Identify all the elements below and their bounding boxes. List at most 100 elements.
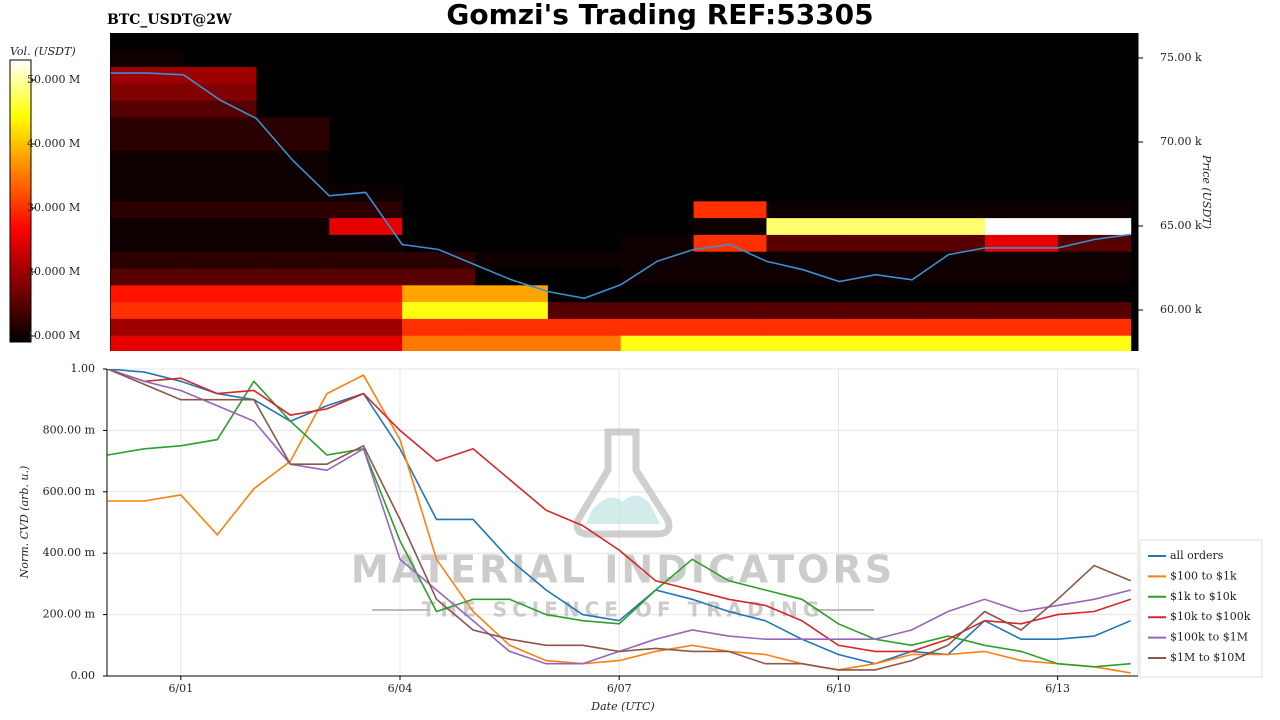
heatmap-cell [475,133,549,151]
heatmap-cell [183,284,257,303]
colorbar [9,59,32,343]
colorbar-label: Vol. (USDT) [10,45,76,58]
heatmap-cell [110,66,185,84]
heatmap-cell [547,100,622,118]
heatmap-cell [475,200,549,219]
heatmap-cell [183,150,257,168]
legend-label: $10k to $100k [1170,610,1251,623]
heatmap-cell [402,251,476,269]
y-tick-label: 400.00 m [43,546,96,559]
heatmap-cell [620,234,695,252]
heatmap-cell [475,217,549,235]
legend-label: $1M to $10M [1170,651,1246,664]
heatmap-cell [1057,167,1132,185]
heatmap-cell [183,83,257,101]
heatmap-cell [912,167,986,185]
heatmap-cell [256,116,330,135]
heatmap-cell [985,116,1059,135]
heatmap-cell [985,49,1059,67]
heatmap-cell [839,284,913,303]
heatmap-cell [985,100,1059,118]
heatmap-cell [183,268,257,286]
heatmap-cell [693,167,767,185]
heatmap-cell [1057,116,1132,135]
heatmap-cell [620,116,695,135]
heatmap-cell [256,268,330,286]
heatmap-cell [839,116,913,135]
heatmap-cell [620,251,695,269]
heatmap-cell [256,167,330,185]
heatmap-cell [985,234,1059,252]
heatmap-cell [402,184,476,202]
heatmap-cell [912,217,986,235]
heatmap-cell [475,116,549,135]
chart-title: BTC_USDT@2W [107,12,232,28]
watermark-brand: MATERIAL INDICATORS [351,548,895,592]
heatmap-cell [912,116,986,135]
heatmap-cell [475,100,549,118]
heatmap-cell [1057,83,1132,101]
heatmap-cell [693,184,767,202]
heatmap-cell [547,83,622,101]
heatmap-cell [766,33,840,51]
heatmap-cell [547,301,622,319]
heatmap-cell [839,167,913,185]
heatmap-cell [256,284,330,303]
heatmap-cell [839,133,913,151]
heatmap-cell [766,83,840,101]
heatmap-cell [693,301,767,319]
heatmap-cell [110,251,185,269]
heatmap-cell [183,133,257,151]
heatmap-cell [985,33,1059,51]
watermark: MATERIAL INDICATORS THE SCIENCE OF TRADI… [351,428,895,622]
y-axis-title: Norm. CVD (arb. u.) [18,466,31,580]
heatmap-cell [329,133,403,151]
heatmap-cell [547,284,622,303]
heatmap-cell [183,301,257,319]
colorbar-tick-label: 20.000 M [27,265,80,278]
heatmap-cell [402,133,476,151]
heatmap-cell [693,133,767,151]
heatmap-cell [985,217,1059,235]
heatmap-cell [110,167,185,185]
heatmap-cell [475,66,549,84]
heatmap-cell [839,318,913,336]
heatmap-cell [402,83,476,101]
heatmap-cell [547,184,622,202]
heatmap-cell [912,301,986,319]
heatmap-cell [766,318,840,336]
heatmap-cell [256,318,330,336]
heatmap-cell [1057,66,1132,84]
heatmap-cell [329,167,403,185]
heatmap-cell [329,200,403,219]
series-line [107,379,1131,668]
heatmap-cell [475,49,549,67]
heatmap-cell [547,133,622,151]
heatmap-cell [1057,284,1132,303]
heatmap-cell [110,284,185,303]
heatmap-cell [475,234,549,252]
heatmap-cell [766,66,840,84]
heatmap-cell [256,33,330,51]
heatmap-cell [985,167,1059,185]
heatmap-cell [110,33,185,51]
heatmap-cell [912,234,986,252]
heatmap-cell [620,150,695,168]
heatmap-cell [329,335,403,351]
legend [1139,539,1263,678]
heatmap-cell [766,284,840,303]
heatmap-cell [547,318,622,336]
heatmap-cell [402,100,476,118]
colorbar-tick-label: 10.000 M [27,329,80,342]
heatmap-cell [402,217,476,235]
heatmap-cell [766,200,840,219]
heatmap-cell [912,318,986,336]
heatmap-cell [839,301,913,319]
heatmap-cell [693,335,767,351]
heatmap-cell [402,49,476,67]
heatmap-cell [766,100,840,118]
y-tick-label: 60.00 k [1160,303,1202,316]
heatmap-cell [402,150,476,168]
series-line [107,374,1131,674]
heatmap-cell [1057,268,1132,286]
